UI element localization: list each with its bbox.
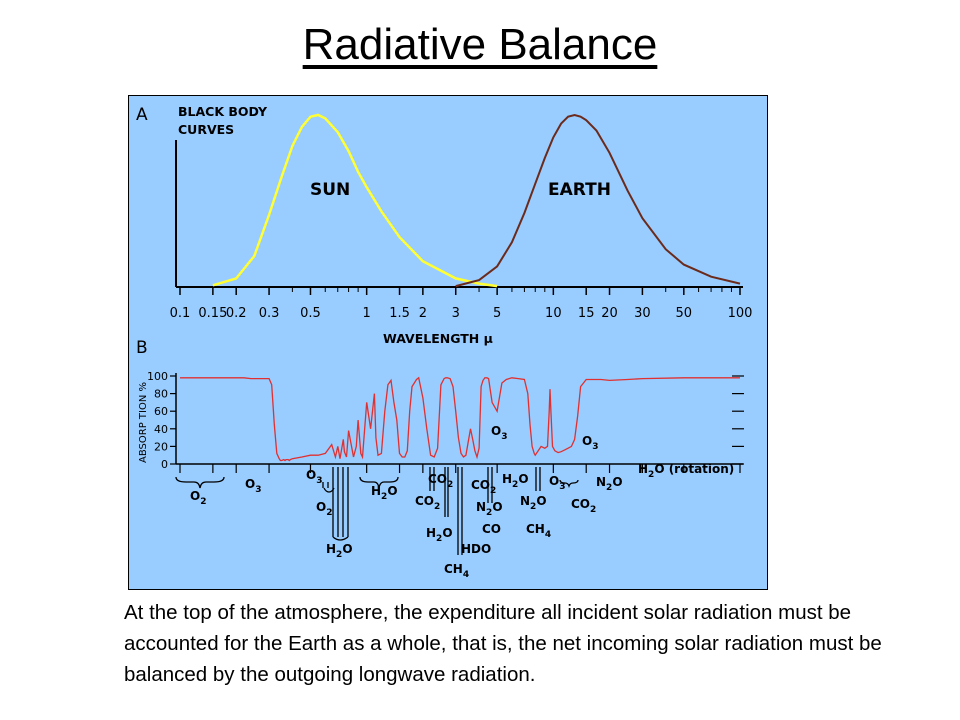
- x-tick-label: 1.5: [389, 306, 410, 321]
- x-axis-label: WAVELENGTH μ: [383, 331, 493, 346]
- x-tick-label: 3: [452, 306, 460, 321]
- panel-b-x-ticks: [179, 464, 741, 473]
- panel-b-y-tick-labels: 100 80 60 40 20 0: [147, 370, 168, 471]
- panel-b-y-ticks: [170, 375, 744, 465]
- label-n2o-b: N2O: [520, 494, 547, 512]
- o2-brace: [175, 476, 225, 489]
- x-tick-label: 1: [363, 306, 371, 321]
- label-o3-e: O3: [549, 474, 565, 492]
- x-tick-label: 0.3: [259, 306, 280, 321]
- absorption-curve: [180, 376, 740, 462]
- panel-a-x-tick-labels: 0.1 0.150.2 0.3 0.5 1 1.5 2 3 5 10 15 20 30 50 100: [170, 306, 753, 321]
- y-tick-label: 80: [154, 388, 168, 401]
- n2o-co-leader: [487, 467, 493, 503]
- sun-curve: [212, 113, 498, 288]
- y-tick-label: 60: [154, 405, 168, 418]
- panel-a-title-line1: BLACK BODY: [178, 104, 268, 119]
- h2o-b-leader: [332, 467, 349, 541]
- co2-brace: [559, 479, 579, 489]
- label-o3-c: O3: [491, 424, 507, 442]
- absorber-labels: O2 O3 O3 O2 H2O H2O CO2 CO2 H2O HDO CH4 …: [190, 424, 734, 580]
- sun-label: SUN: [310, 180, 350, 200]
- absorber-leaders: [175, 467, 579, 555]
- label-co: CO: [482, 522, 501, 536]
- label-o3-a: O3: [245, 477, 261, 495]
- label-o2-b: O2: [316, 500, 332, 518]
- earth-curve: [455, 113, 741, 288]
- caption-text: At the top of the atmosphere, the expend…: [124, 601, 882, 686]
- x-tick-label: 10: [545, 306, 562, 321]
- panel-a-x-ticks: [179, 287, 741, 295]
- spectrum-figure: A BLACK BODY CURVES 0.1 0.15 0.2 0.3 0.5 1 1.5…: [128, 95, 768, 590]
- label-o2: O2: [190, 489, 206, 507]
- label-o3-b: O3: [306, 468, 322, 486]
- label-o3-d: O3: [582, 434, 598, 452]
- x-tick-label: 0.2: [226, 306, 247, 321]
- label-co2-d: CO2: [571, 497, 596, 515]
- label-h2o-rotation: H2O (rotation): [638, 462, 734, 480]
- label-hdo: HDO: [461, 542, 491, 556]
- y-tick-label: 40: [154, 423, 168, 436]
- label-ch4-a: CH4: [444, 562, 469, 580]
- absorption-axis-label: ABSORP TION %: [138, 382, 149, 463]
- y-tick-label: 100: [147, 370, 168, 383]
- panel-a-label: A: [136, 105, 148, 125]
- label-h2o-d: H2O: [502, 472, 529, 490]
- x-tick-label: 20: [601, 306, 618, 321]
- y-tick-label: 0: [161, 458, 168, 471]
- x-tick-label: 100: [728, 306, 753, 321]
- panel-a-title-line2: CURVES: [178, 122, 234, 137]
- earth-label: EARTH: [548, 180, 611, 200]
- label-co2-c: CO2: [471, 478, 496, 496]
- x-tick-label: 0.5: [300, 306, 321, 321]
- y-tick-label: 20: [154, 440, 168, 453]
- x-tick-label: 50: [676, 306, 693, 321]
- spectrum-figure-svg: A BLACK BODY CURVES 0.1 0.150.2 0.3 0.5 1 1.5…: [128, 95, 768, 590]
- label-ch4-b: CH4: [526, 522, 551, 540]
- x-tick-label: 2: [419, 306, 427, 321]
- label-h2o-a: H2O: [326, 542, 353, 560]
- h2o-brace: [359, 476, 399, 489]
- label-n2o-c: N2O: [596, 475, 623, 493]
- x-tick-label: 15: [578, 306, 595, 321]
- label-h2o-b: H2O: [371, 484, 398, 502]
- co2-leader: [429, 467, 435, 491]
- h2o-c-leader: [444, 467, 449, 517]
- label-n2o-a: N2O: [476, 500, 503, 518]
- x-tick-label: 0.15: [198, 306, 227, 321]
- label-co2-b: CO2: [428, 472, 453, 490]
- slide-title: Radiative Balance: [302, 20, 658, 69]
- label-h2o-c: H2O: [426, 526, 453, 544]
- x-tick-label: 0.1: [170, 306, 191, 321]
- n2o-ch4-leader: [535, 467, 541, 491]
- hdo-ch4-leader: [457, 467, 463, 555]
- label-co2-a: CO2: [415, 494, 440, 512]
- panel-b-label: B: [136, 338, 148, 358]
- x-tick-label: 5: [493, 306, 501, 321]
- x-tick-label: 30: [634, 306, 651, 321]
